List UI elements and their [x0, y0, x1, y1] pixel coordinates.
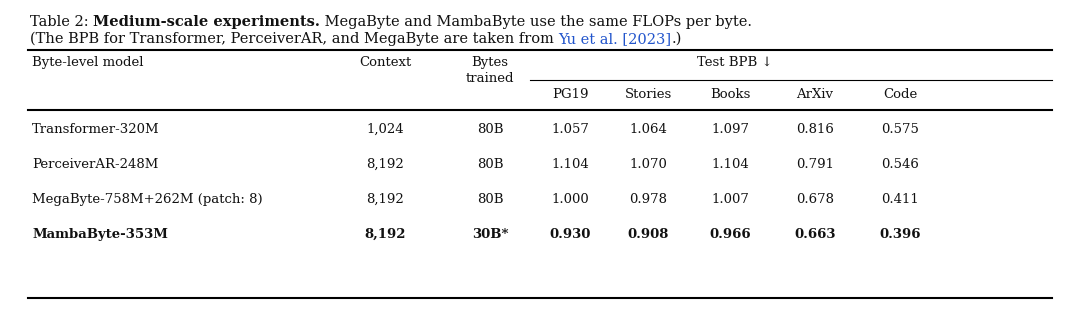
- Text: 0.678: 0.678: [796, 193, 834, 206]
- Text: 1.057: 1.057: [551, 123, 589, 136]
- Text: 0.411: 0.411: [881, 193, 919, 206]
- Text: .): .): [672, 32, 681, 46]
- Text: 30B*: 30B*: [472, 228, 509, 241]
- Text: MegaByte and MambaByte use the same FLOPs per byte.: MegaByte and MambaByte use the same FLOP…: [320, 15, 752, 29]
- Text: 0.791: 0.791: [796, 158, 834, 171]
- Text: 0.546: 0.546: [881, 158, 919, 171]
- Text: 0.816: 0.816: [796, 123, 834, 136]
- Text: 0.663: 0.663: [794, 228, 836, 241]
- Text: 0.396: 0.396: [879, 228, 921, 241]
- Text: Transformer-320M: Transformer-320M: [32, 123, 160, 136]
- Text: 1,024: 1,024: [366, 123, 404, 136]
- Text: (The BPB for Transformer, PerceiverAR, and MegaByte are taken from: (The BPB for Transformer, PerceiverAR, a…: [30, 32, 558, 46]
- Text: Byte-level model: Byte-level model: [32, 56, 144, 69]
- Text: Books: Books: [710, 88, 751, 101]
- Text: 8,192: 8,192: [364, 228, 406, 241]
- Text: 0.908: 0.908: [627, 228, 669, 241]
- Text: Context: Context: [359, 56, 411, 69]
- Text: 1.064: 1.064: [629, 123, 667, 136]
- Text: 0.930: 0.930: [550, 228, 591, 241]
- Text: 0.966: 0.966: [710, 228, 751, 241]
- Text: Table 2:: Table 2:: [30, 15, 93, 29]
- Text: 1.007: 1.007: [711, 193, 748, 206]
- Text: 80B: 80B: [476, 158, 503, 171]
- Text: ArXiv: ArXiv: [797, 88, 834, 101]
- Text: 1.104: 1.104: [551, 158, 589, 171]
- Text: MambaByte-353M: MambaByte-353M: [32, 228, 167, 241]
- Text: Stories: Stories: [624, 88, 672, 101]
- Text: Medium-scale experiments.: Medium-scale experiments.: [93, 15, 320, 29]
- Text: Yu et al. [2023]: Yu et al. [2023]: [558, 32, 672, 46]
- Text: Bytes
trained: Bytes trained: [465, 56, 514, 85]
- Text: 80B: 80B: [476, 123, 503, 136]
- Text: 80B: 80B: [476, 193, 503, 206]
- Text: 1.104: 1.104: [711, 158, 748, 171]
- Text: 1.097: 1.097: [711, 123, 750, 136]
- Text: PG19: PG19: [552, 88, 589, 101]
- Text: MegaByte-758M+262M (patch: 8): MegaByte-758M+262M (patch: 8): [32, 193, 262, 206]
- Text: Test BPB ↓: Test BPB ↓: [698, 56, 773, 69]
- Text: Code: Code: [882, 88, 917, 101]
- Text: 8,192: 8,192: [366, 158, 404, 171]
- Text: 8,192: 8,192: [366, 193, 404, 206]
- Text: 1.000: 1.000: [551, 193, 589, 206]
- Text: 1.070: 1.070: [629, 158, 667, 171]
- Text: 0.978: 0.978: [629, 193, 667, 206]
- Text: 0.575: 0.575: [881, 123, 919, 136]
- Text: PerceiverAR-248M: PerceiverAR-248M: [32, 158, 159, 171]
